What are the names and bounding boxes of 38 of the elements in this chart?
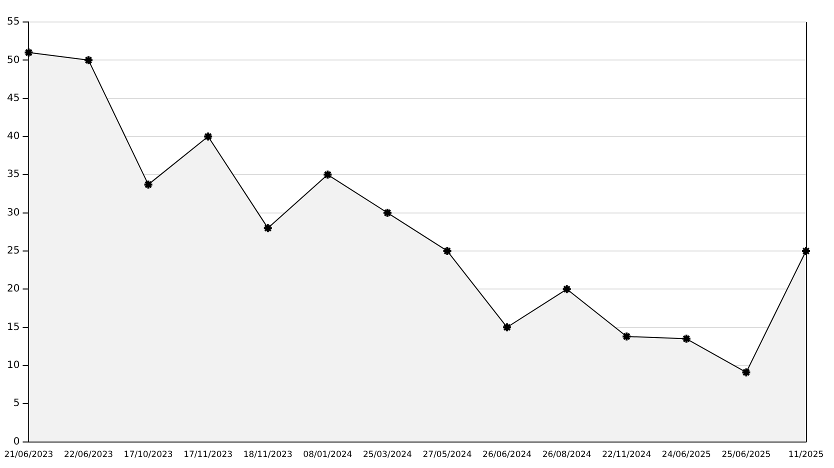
point — [502, 322, 512, 332]
x-tick-label: 24/06/2025 — [662, 450, 711, 460]
x-tick-label: 25/03/2024 — [362, 450, 412, 460]
point — [622, 331, 632, 342]
x-tick-label: 22/06/2023 — [64, 450, 114, 460]
y-tick-label: 40 — [6, 131, 20, 142]
point — [203, 131, 214, 142]
point — [382, 208, 392, 218]
x-tick-label: 22/11/2024 — [602, 450, 652, 460]
point — [681, 334, 692, 344]
x-tick-label: 25/06/2025 — [722, 450, 771, 460]
y-tick-label: 35 — [6, 169, 20, 180]
point — [143, 180, 154, 190]
point — [442, 246, 452, 256]
x-tick-label: 11/2025 — [788, 450, 824, 460]
x-tick-label: 26/08/2024 — [542, 450, 592, 460]
y-tick-label: 25 — [6, 246, 20, 257]
x-tick-label: 08/01/2024 — [303, 450, 352, 460]
point — [322, 170, 333, 180]
y-tick-label: 10 — [6, 360, 20, 372]
y-tick-label: 20 — [6, 284, 20, 295]
y-tick-label: 30 — [6, 207, 20, 218]
x-tick-label: 27/05/2024 — [422, 450, 472, 460]
y-tick-label: 5 — [13, 398, 20, 410]
y-tick-label: 45 — [6, 92, 20, 104]
x-tick-label: 18/11/2023 — [243, 450, 292, 460]
point — [741, 367, 752, 378]
y-tick-label: 0 — [13, 436, 20, 448]
y-tick-label: 15 — [6, 322, 20, 333]
x-tick-label: 17/10/2023 — [124, 450, 173, 460]
point — [562, 284, 572, 294]
x-tick-label: 21/06/2023 — [4, 450, 54, 460]
y-tick-label: 50 — [6, 54, 20, 66]
y-tick-label: 55 — [6, 16, 20, 28]
x-tick-label: 17/11/2023 — [184, 450, 233, 460]
x-tick-label: 26/06/2024 — [482, 450, 532, 460]
point — [262, 223, 273, 234]
point — [84, 55, 94, 66]
